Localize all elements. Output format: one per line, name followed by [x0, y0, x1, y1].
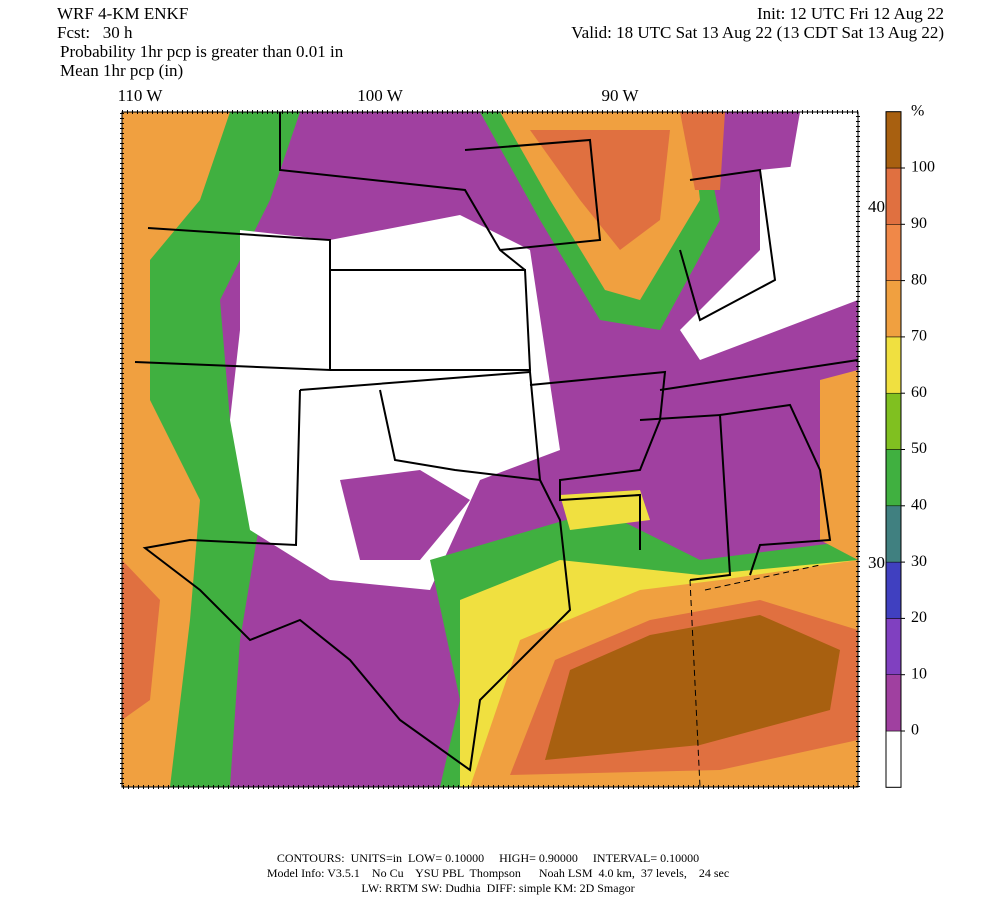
longitude-label: 100 W	[357, 86, 403, 105]
colorbar-segment	[885, 280, 902, 338]
colorbar-tick-label: 40	[911, 496, 927, 513]
map-field	[120, 110, 860, 789]
colorbar-tick-label: 70	[911, 328, 927, 345]
footer-line: CONTOURS: UNITS=in LOW= 0.10000 HIGH= 0.…	[277, 851, 699, 865]
colorbar-segment	[885, 224, 902, 281]
colorbar-tick-label: 60	[911, 384, 927, 401]
footer-line: LW: RRTM SW: Dudhia DIFF: simple KM: 2D …	[361, 881, 634, 895]
colorbar-segment	[885, 392, 902, 450]
colorbar-segment	[885, 618, 902, 675]
forecast-hour: Fcst: 30 h	[57, 23, 133, 42]
footer-line: Model Info: V3.5.1 No Cu YSU PBL Thompso…	[267, 866, 729, 880]
colorbar-tick-label: 30	[911, 553, 927, 570]
init-time: Init: 12 UTC Fri 12 Aug 22	[757, 4, 944, 23]
colorbar-segment	[885, 674, 902, 732]
field-shaded: Probability 1hr pcp is greater than 0.01…	[60, 42, 344, 61]
colorbar-tick-label: 20	[911, 609, 927, 626]
valid-time: Valid: 18 UTC Sat 13 Aug 22 (13 CDT Sat …	[571, 23, 944, 42]
colorbar-tick-label: 50	[911, 440, 927, 457]
colorbar-segment	[885, 505, 902, 563]
colorbar-segment	[885, 561, 902, 619]
longitude-label: 110 W	[118, 86, 164, 105]
colorbar-tick-label: 10	[911, 665, 927, 682]
colorbar-segment	[885, 730, 902, 788]
colorbar-tick-label: 80	[911, 271, 927, 288]
longitude-label: 90 W	[602, 86, 640, 105]
colorbar-unit: %	[911, 102, 924, 119]
colorbar: 0 10 20 30 40 50 60 70 80 90 100%	[885, 102, 935, 788]
colorbar-tick-label: 0	[911, 722, 919, 739]
colorbar-tick-label: 90	[911, 215, 927, 232]
colorbar-segment	[885, 167, 902, 225]
model-title: WRF 4-KM ENKF	[57, 4, 188, 23]
colorbar-segment	[885, 449, 902, 507]
colorbar-segment	[885, 336, 902, 394]
colorbar-segment	[885, 111, 902, 169]
field-contour: Mean 1hr pcp (in)	[60, 61, 183, 80]
colorbar-tick-label: 100	[911, 159, 935, 176]
